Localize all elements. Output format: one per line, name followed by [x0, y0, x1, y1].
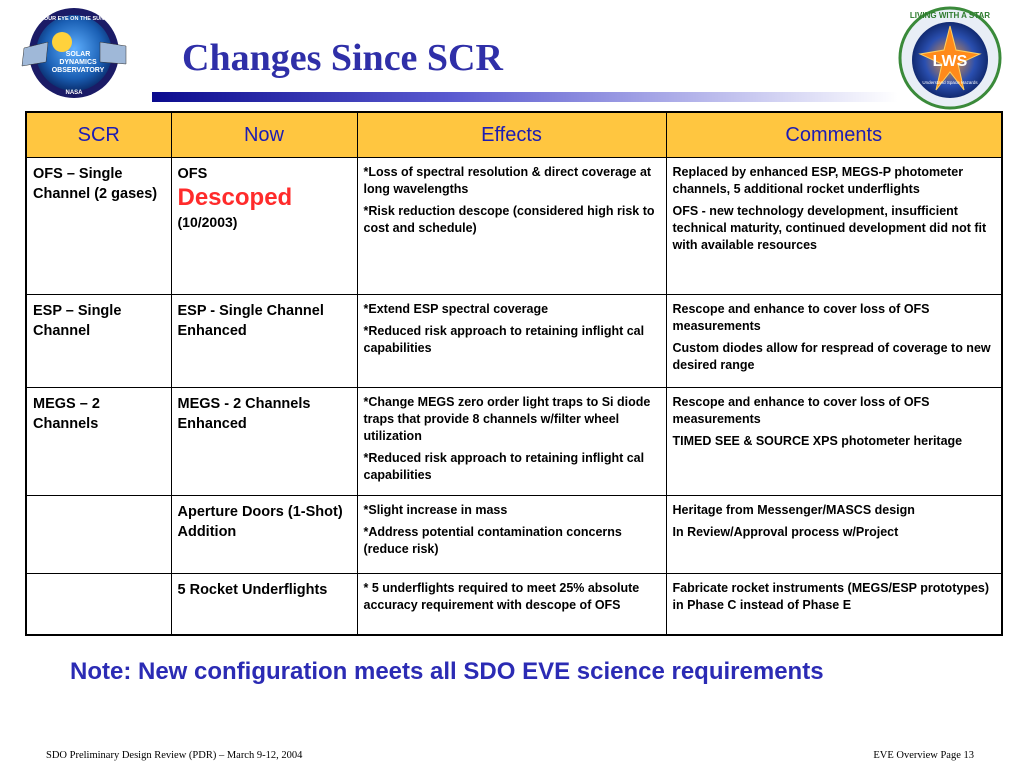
effect-item: *Change MEGS zero order light traps to S… — [363, 395, 651, 443]
table-row: OFS – Single Channel (2 gases) OFS Desco… — [25, 157, 1003, 295]
cell-scr: OFS – Single Channel (2 gases) — [25, 157, 172, 295]
lws-logo: LIVING WITH A STAR LWS Understand Space … — [898, 6, 1002, 110]
table-row: Aperture Doors (1-Shot) Addition *Slight… — [25, 495, 1003, 574]
header-scr: SCR — [25, 111, 172, 158]
table-row: ESP – Single Channel ESP - Single Channe… — [25, 294, 1003, 388]
cell-now: ESP - Single Channel Enhanced — [170, 294, 358, 388]
comment-item: TIMED SEE & SOURCE XPS photometer herita… — [672, 434, 963, 448]
table-header-row: SCR Now Effects Comments — [25, 111, 1003, 158]
cell-now: 5 Rocket Underflights — [170, 573, 358, 635]
cell-comments: Fabricate rocket instruments (MEGS/ESP p… — [665, 573, 1003, 635]
effect-item: *Risk reduction descope (considered high… — [363, 204, 655, 235]
cell-comments: Heritage from Messenger/MASCS design In … — [665, 495, 1003, 574]
comment-item: Rescope and enhance to cover loss of OFS… — [672, 395, 930, 426]
effect-item: * 5 underflights required to meet 25% ab… — [363, 581, 640, 612]
table-row: 5 Rocket Underflights * 5 underflights r… — [25, 573, 1003, 635]
svg-text:SOLAR: SOLAR — [66, 51, 91, 58]
cell-effects: *Loss of spectral resolution & direct co… — [356, 157, 667, 295]
descoped-date: (10/2003) — [177, 214, 238, 230]
svg-text:LIVING WITH A STAR: LIVING WITH A STAR — [910, 11, 990, 20]
svg-text:OUR EYE ON THE SUN: OUR EYE ON THE SUN — [44, 16, 104, 22]
cell-now: Aperture Doors (1-Shot) Addition — [170, 495, 358, 574]
effect-item: *Loss of spectral resolution & direct co… — [363, 165, 652, 196]
cell-comments: Rescope and enhance to cover loss of OFS… — [665, 294, 1003, 388]
changes-table: SCR Now Effects Comments OFS – Single Ch… — [25, 111, 1003, 636]
comment-item: OFS - new technology development, insuff… — [672, 204, 987, 252]
now-label: OFS — [177, 166, 208, 182]
cell-effects: * 5 underflights required to meet 25% ab… — [356, 573, 667, 635]
effect-item: *Reduced risk approach to retaining infl… — [363, 324, 645, 355]
effect-item: *Slight increase in mass — [363, 503, 508, 517]
comment-item: Fabricate rocket instruments (MEGS/ESP p… — [672, 581, 990, 612]
cell-scr — [25, 495, 172, 574]
page-title: Changes Since SCR — [182, 37, 503, 79]
cell-comments: Rescope and enhance to cover loss of OFS… — [665, 387, 1003, 496]
effect-item: *Extend ESP spectral coverage — [363, 302, 549, 316]
cell-effects: *Slight increase in mass *Address potent… — [356, 495, 667, 574]
svg-text:Understand Space Hazards: Understand Space Hazards — [922, 80, 978, 85]
effect-item: *Address potential contamination concern… — [363, 525, 622, 556]
header-now: Now — [170, 111, 358, 158]
sdo-logo: OUR EYE ON THE SUN SOLAR DYNAMICS OBSERV… — [21, 8, 127, 98]
svg-text:OBSERVATORY: OBSERVATORY — [52, 67, 105, 74]
cell-scr: ESP – Single Channel — [25, 294, 172, 388]
svg-text:NASA: NASA — [65, 90, 83, 96]
descoped-label: Descoped — [177, 184, 293, 211]
comment-item: Heritage from Messenger/MASCS design — [672, 503, 915, 517]
cell-effects: *Change MEGS zero order light traps to S… — [356, 387, 667, 496]
comment-item: Replaced by enhanced ESP, MEGS-P photome… — [672, 165, 964, 196]
cell-comments: Replaced by enhanced ESP, MEGS-P photome… — [665, 157, 1003, 295]
cell-effects: *Extend ESP spectral coverage *Reduced r… — [356, 294, 667, 388]
header-effects: Effects — [356, 111, 667, 158]
header-comments: Comments — [665, 111, 1003, 158]
comment-item: Custom diodes allow for respread of cove… — [672, 341, 991, 372]
effect-item: *Reduced risk approach to retaining infl… — [363, 451, 645, 482]
comment-item: In Review/Approval process w/Project — [672, 525, 899, 539]
comment-item: Rescope and enhance to cover loss of OFS… — [672, 302, 930, 333]
footer-page: EVE Overview Page 13 — [873, 750, 974, 761]
science-note: Note: New configuration meets all SDO EV… — [70, 658, 824, 685]
svg-text:DYNAMICS: DYNAMICS — [59, 59, 97, 66]
table-row: MEGS – 2 Channels MEGS - 2 Channels Enha… — [25, 387, 1003, 496]
cell-scr: MEGS – 2 Channels — [25, 387, 172, 496]
cell-scr — [25, 573, 172, 635]
title-underline-bar — [152, 92, 898, 102]
svg-text:LWS: LWS — [933, 53, 968, 70]
footer-event: SDO Preliminary Design Review (PDR) – Ma… — [46, 750, 303, 761]
cell-now: OFS Descoped (10/2003) — [170, 157, 358, 295]
cell-now: MEGS - 2 Channels Enhanced — [170, 387, 358, 496]
